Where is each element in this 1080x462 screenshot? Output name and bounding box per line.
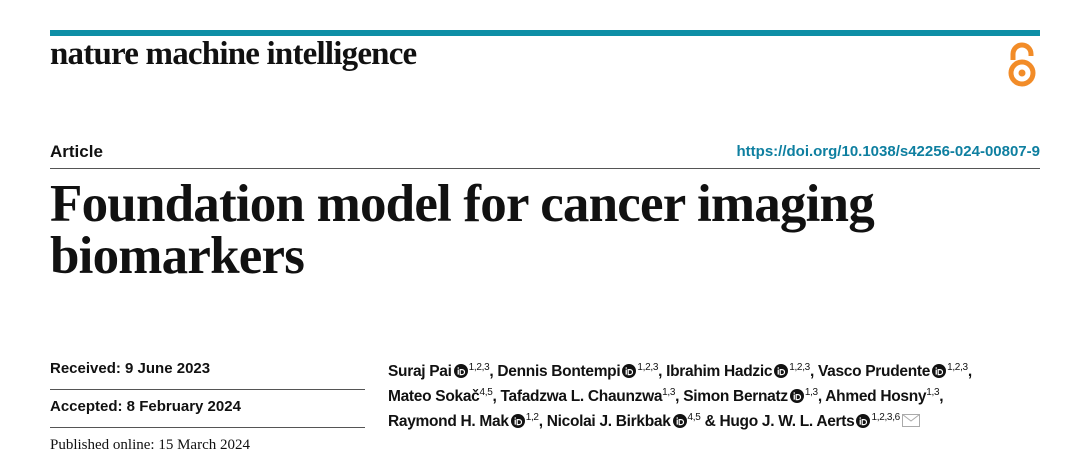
affiliation: 4,5: [687, 412, 701, 423]
top-bar: [50, 30, 1040, 36]
separator: ,: [675, 388, 684, 405]
author-line: Suraj Pai 1,2,3, Dennis Bontempi 1,2,3, Ib…: [388, 359, 1058, 384]
article-type: Article: [50, 142, 103, 161]
author-name[interactable]: Simon Bernatz: [683, 388, 788, 405]
orcid-icon[interactable]: [510, 414, 525, 428]
orcid-icon[interactable]: [453, 364, 468, 378]
separator: ,: [809, 363, 818, 380]
article-title: Foundation model for cancer imaging biom…: [50, 175, 875, 285]
orcid-icon[interactable]: [856, 414, 871, 428]
affiliation: 1,2,3,6: [871, 412, 900, 423]
orcid-icon[interactable]: [622, 364, 637, 378]
author-name[interactable]: Hugo J. W. L. Aerts: [719, 413, 855, 430]
separator: ,: [489, 363, 498, 380]
orcid-icon[interactable]: [774, 364, 789, 378]
author-name[interactable]: Ibrahim Hadzic: [666, 363, 773, 380]
accepted-date: Accepted: 8 February 2024: [50, 398, 241, 415]
open-access-icon[interactable]: [1006, 42, 1038, 88]
author-name[interactable]: Tafadzwa L. Chaunzwa: [500, 388, 663, 405]
separator: ,: [538, 413, 547, 430]
divider: [50, 168, 1040, 169]
orcid-icon[interactable]: [932, 364, 947, 378]
email-icon[interactable]: [901, 414, 920, 427]
separator: ,: [492, 388, 501, 405]
author-name[interactable]: Vasco Prudente: [817, 363, 931, 380]
author-name[interactable]: Mateo Sokač: [388, 388, 480, 405]
affiliation: 1,2,3: [947, 362, 968, 373]
author-name[interactable]: Dennis Bontempi: [497, 363, 621, 380]
author-line: Mateo Sokač4,5, Tafadzwa L. Chaunzwa1,3,…: [388, 384, 1058, 409]
affiliation: 1,3: [926, 387, 940, 398]
author-name[interactable]: Suraj Pai: [388, 363, 452, 380]
separator: ,: [658, 363, 667, 380]
separator: &: [700, 413, 720, 430]
author-name[interactable]: Nicolai J. Birkbak: [546, 413, 671, 430]
author-name[interactable]: Raymond H. Mak: [388, 413, 509, 430]
divider: [50, 427, 365, 428]
affiliation: 4,5: [479, 387, 493, 398]
separator: ,: [817, 388, 826, 405]
orcid-icon[interactable]: [672, 414, 687, 428]
separator: ,: [967, 363, 972, 380]
orcid-icon[interactable]: [789, 389, 804, 403]
author-line: Raymond H. Mak 1,2, Nicolai J. Birkbak 4,5…: [388, 409, 1058, 434]
received-date: Received: 9 June 2023: [50, 360, 211, 377]
doi-link[interactable]: https://doi.org/10.1038/s42256-024-00807…: [736, 143, 1041, 160]
author-list: Suraj Pai 1,2,3, Dennis Bontempi 1,2,3, Ib…: [388, 359, 1058, 434]
separator: ,: [939, 388, 944, 405]
affiliation: 1,2: [525, 412, 539, 423]
author-name[interactable]: Ahmed Hosny: [825, 388, 927, 405]
affiliation: 1,2,3: [637, 362, 659, 373]
divider: [50, 389, 365, 390]
affiliation: 1,2,3: [789, 362, 810, 373]
affiliation: 1,3: [804, 387, 818, 398]
affiliation: 1,3: [662, 387, 676, 398]
affiliation: 1,2,3: [468, 362, 490, 373]
published-date: Published online: 15 March 2024: [50, 437, 250, 453]
journal-name: nature machine intelligence: [50, 36, 417, 72]
